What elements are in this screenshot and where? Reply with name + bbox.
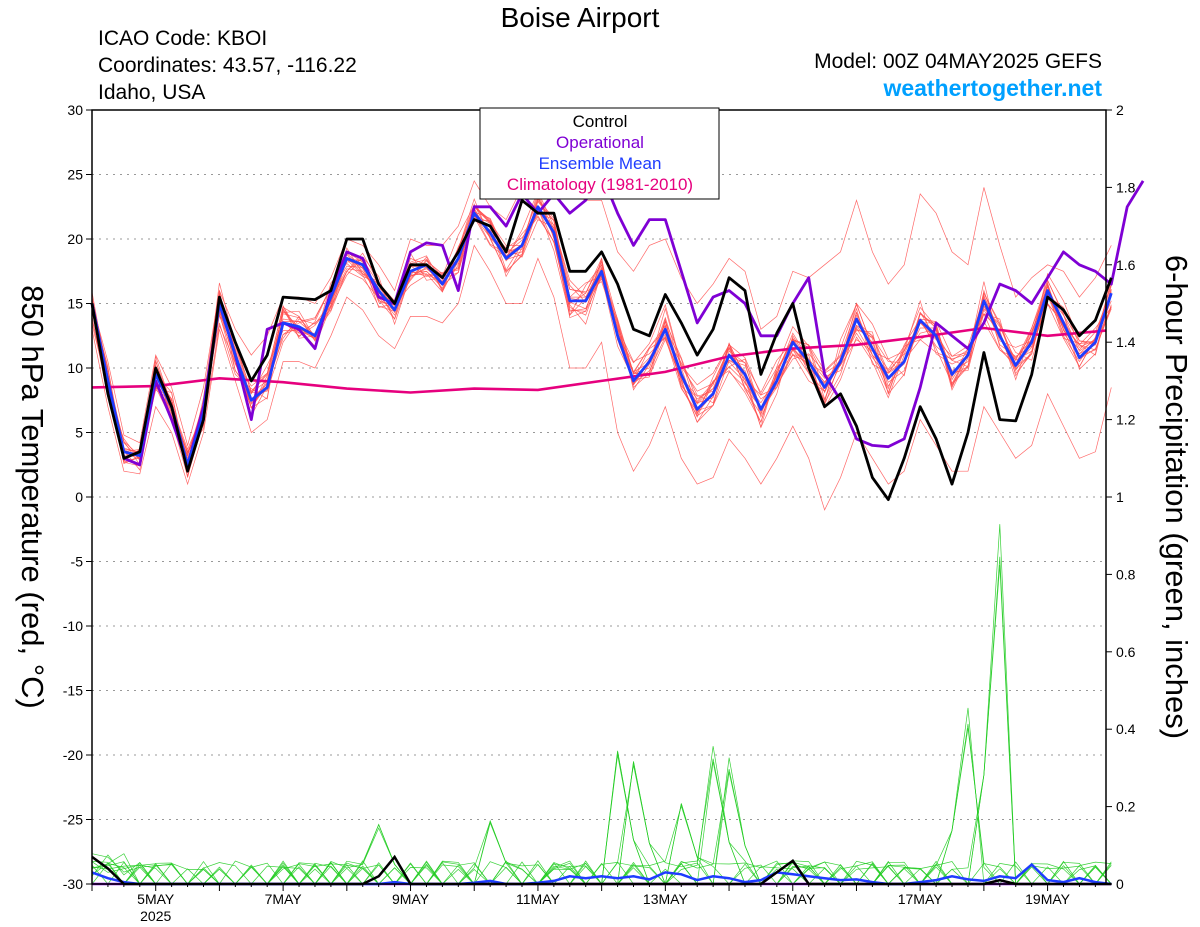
temperature-member-line: [91, 199, 1112, 467]
x-tick-label: 17MAY: [898, 891, 944, 907]
x-tick-sublabel: 2025: [140, 908, 171, 924]
climatology-line: [91, 326, 1107, 394]
site-link[interactable]: weathertogether.net: [883, 75, 1102, 101]
x-tick-label: 11MAY: [516, 891, 560, 907]
precipitation-member-line: [91, 723, 1112, 885]
temperature-member-upper: [91, 174, 1112, 447]
page-title: Boise Airport: [500, 2, 660, 33]
y-tick-label: 20: [67, 231, 83, 247]
y2-tick-label: 1.6: [1116, 257, 1136, 273]
grid: [92, 174, 1106, 820]
temperature-member-line: [91, 203, 1112, 473]
y-tick-label: 25: [67, 167, 83, 183]
y-tick-label: 5: [75, 425, 83, 441]
y2-tick-label: 0.8: [1116, 566, 1136, 582]
x-tick-label: 19MAY: [1025, 891, 1071, 907]
temperature-member-line: [91, 206, 1112, 470]
y-axis-label: 850 hPa Temperature (red, °C): [15, 285, 50, 709]
x-tick-label: 5MAY: [137, 891, 175, 907]
precipitation-member-line: [91, 556, 1112, 885]
temperature-member-line: [91, 194, 1112, 478]
y-tick-label: 30: [67, 102, 83, 118]
temperature-member-line: [91, 196, 1112, 460]
legend-operational: Operational: [556, 133, 644, 152]
y-tick-label: -5: [71, 554, 84, 570]
precipitation-member-line: [91, 758, 1112, 885]
operational-temp-line: [90, 173, 1145, 467]
y-tick-label: -15: [63, 683, 83, 699]
axes: 302520151050-5-10-15-20-25-3021.81.61.41…: [63, 102, 1136, 924]
legend: Control Operational Ensemble Mean Climat…: [479, 107, 720, 200]
location: Idaho, USA: [98, 81, 206, 104]
y-tick-label: 10: [67, 360, 83, 376]
y2-tick-label: 1.8: [1116, 179, 1136, 195]
x-tick-label: 15MAY: [770, 891, 816, 907]
icao-code: ICAO Code: KBOI: [98, 27, 268, 50]
y-tick-label: 15: [67, 296, 83, 312]
y-tick-label: -25: [63, 812, 83, 828]
y-tick-label: -30: [63, 876, 83, 892]
y2-tick-label: 0.4: [1116, 721, 1136, 737]
y2-tick-label: 1.4: [1116, 334, 1136, 350]
precipitation-members: [91, 524, 1112, 885]
legend-climatology: Climatology (1981-2010): [507, 175, 693, 194]
temperature-member-line: [91, 207, 1112, 463]
legend-control: Control: [573, 112, 628, 131]
main-series: [90, 173, 1145, 886]
temperature-member-line: [91, 204, 1112, 462]
x-tick-label: 13MAY: [643, 891, 689, 907]
y2-axis-label: 6-hour Precipitation (green, inches): [1159, 255, 1194, 739]
y2-tick-label: 0.2: [1116, 799, 1136, 815]
y2-tick-label: 0: [1116, 876, 1124, 892]
ensemble-mean-temp-line: [90, 205, 1113, 467]
y2-tick-label: 2: [1116, 102, 1124, 118]
precipitation-member-line: [91, 524, 1112, 885]
y-tick-label: 0: [75, 489, 83, 505]
temperature-member-line: [91, 190, 1112, 461]
precipitation-member-line: [92, 707, 1112, 885]
legend-box: [479, 107, 720, 200]
y2-tick-label: 1.2: [1116, 412, 1136, 428]
temperature-member-line: [91, 200, 1112, 468]
x-tick-label: 7MAY: [265, 891, 303, 907]
x-tick-label: 9MAY: [392, 891, 430, 907]
y2-tick-label: 1: [1116, 489, 1124, 505]
y-tick-label: -20: [63, 747, 83, 763]
y2-tick-label: 0.6: [1116, 644, 1136, 660]
legend-ensemble-mean: Ensemble Mean: [539, 154, 662, 173]
control-temp-line: [90, 198, 1113, 501]
temperature-member-line: [91, 197, 1112, 453]
y-tick-label: -10: [63, 618, 83, 634]
precipitation-member-line: [92, 727, 1112, 885]
model-run: Model: 00Z 04MAY2025 GEFS: [814, 50, 1102, 73]
coordinates: Coordinates: 43.57, -116.22: [98, 54, 357, 77]
precipitation-member-line: [91, 564, 1112, 885]
temperature-member-line: [91, 190, 1112, 468]
